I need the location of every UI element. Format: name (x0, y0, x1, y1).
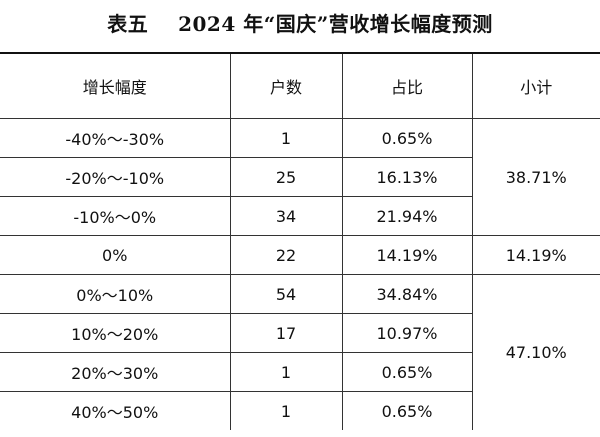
count-cell: 17 (229, 313, 343, 353)
range-cell: 0% (0, 235, 231, 275)
range-cell: -10%～0% (0, 196, 231, 236)
header-row: 增长幅度 户数 占比 小计 (0, 52, 600, 119)
header-count: 户数 (229, 52, 343, 119)
subtotal-cell: 47.10% (471, 274, 600, 430)
subtotal-cell: 38.71% (471, 118, 600, 236)
share-cell: 16.13% (341, 157, 473, 197)
growth-forecast-table: 增长幅度 户数 占比 小计 -40%～-30% 1 0.65% 38.71% -… (0, 52, 600, 430)
count-cell: 1 (229, 352, 343, 392)
share-cell: 14.19% (341, 235, 473, 275)
header-range: 增长幅度 (0, 52, 231, 119)
range-cell: 40%～50% (0, 391, 231, 430)
share-cell: 0.65% (341, 391, 473, 430)
count-cell: 1 (229, 118, 343, 158)
table-row: 10%～20% 17 10.97% (0, 313, 600, 353)
range-cell: -40%～-30% (0, 118, 231, 158)
count-cell: 22 (229, 235, 343, 275)
range-cell: -20%～-10% (0, 157, 231, 197)
table-title: 表五 2024 年“国庆”营收增长幅度预测 (107, 11, 493, 36)
range-cell: 0%～10% (0, 274, 231, 314)
table-row: -40%～-30% 1 0.65% 38.71% (0, 118, 600, 236)
count-cell: 54 (229, 274, 343, 314)
share-cell: 0.65% (341, 352, 473, 392)
count-cell: 34 (229, 196, 343, 236)
share-cell: 10.97% (341, 313, 473, 353)
header-share: 占比 (341, 52, 473, 119)
range-cell: 10%～20% (0, 313, 231, 353)
table-row: 40%～50% 1 0.65% (0, 391, 600, 430)
table-row: 0%～10% 54 34.84% 47.10% (0, 274, 600, 430)
share-cell: 34.84% (341, 274, 473, 314)
range-cell: 20%～30% (0, 352, 231, 392)
table-row: -10%～0% 34 21.94% (0, 196, 600, 236)
table-row: 20%～30% 1 0.65% (0, 352, 600, 392)
table-row: 0% 22 14.19% 14.19% (0, 235, 600, 275)
subtotal-cell: 14.19% (471, 235, 600, 275)
count-cell: 25 (229, 157, 343, 197)
count-cell: 1 (229, 391, 343, 430)
share-cell: 0.65% (341, 118, 473, 158)
header-subtotal: 小计 (471, 52, 600, 119)
share-cell: 21.94% (341, 196, 473, 236)
